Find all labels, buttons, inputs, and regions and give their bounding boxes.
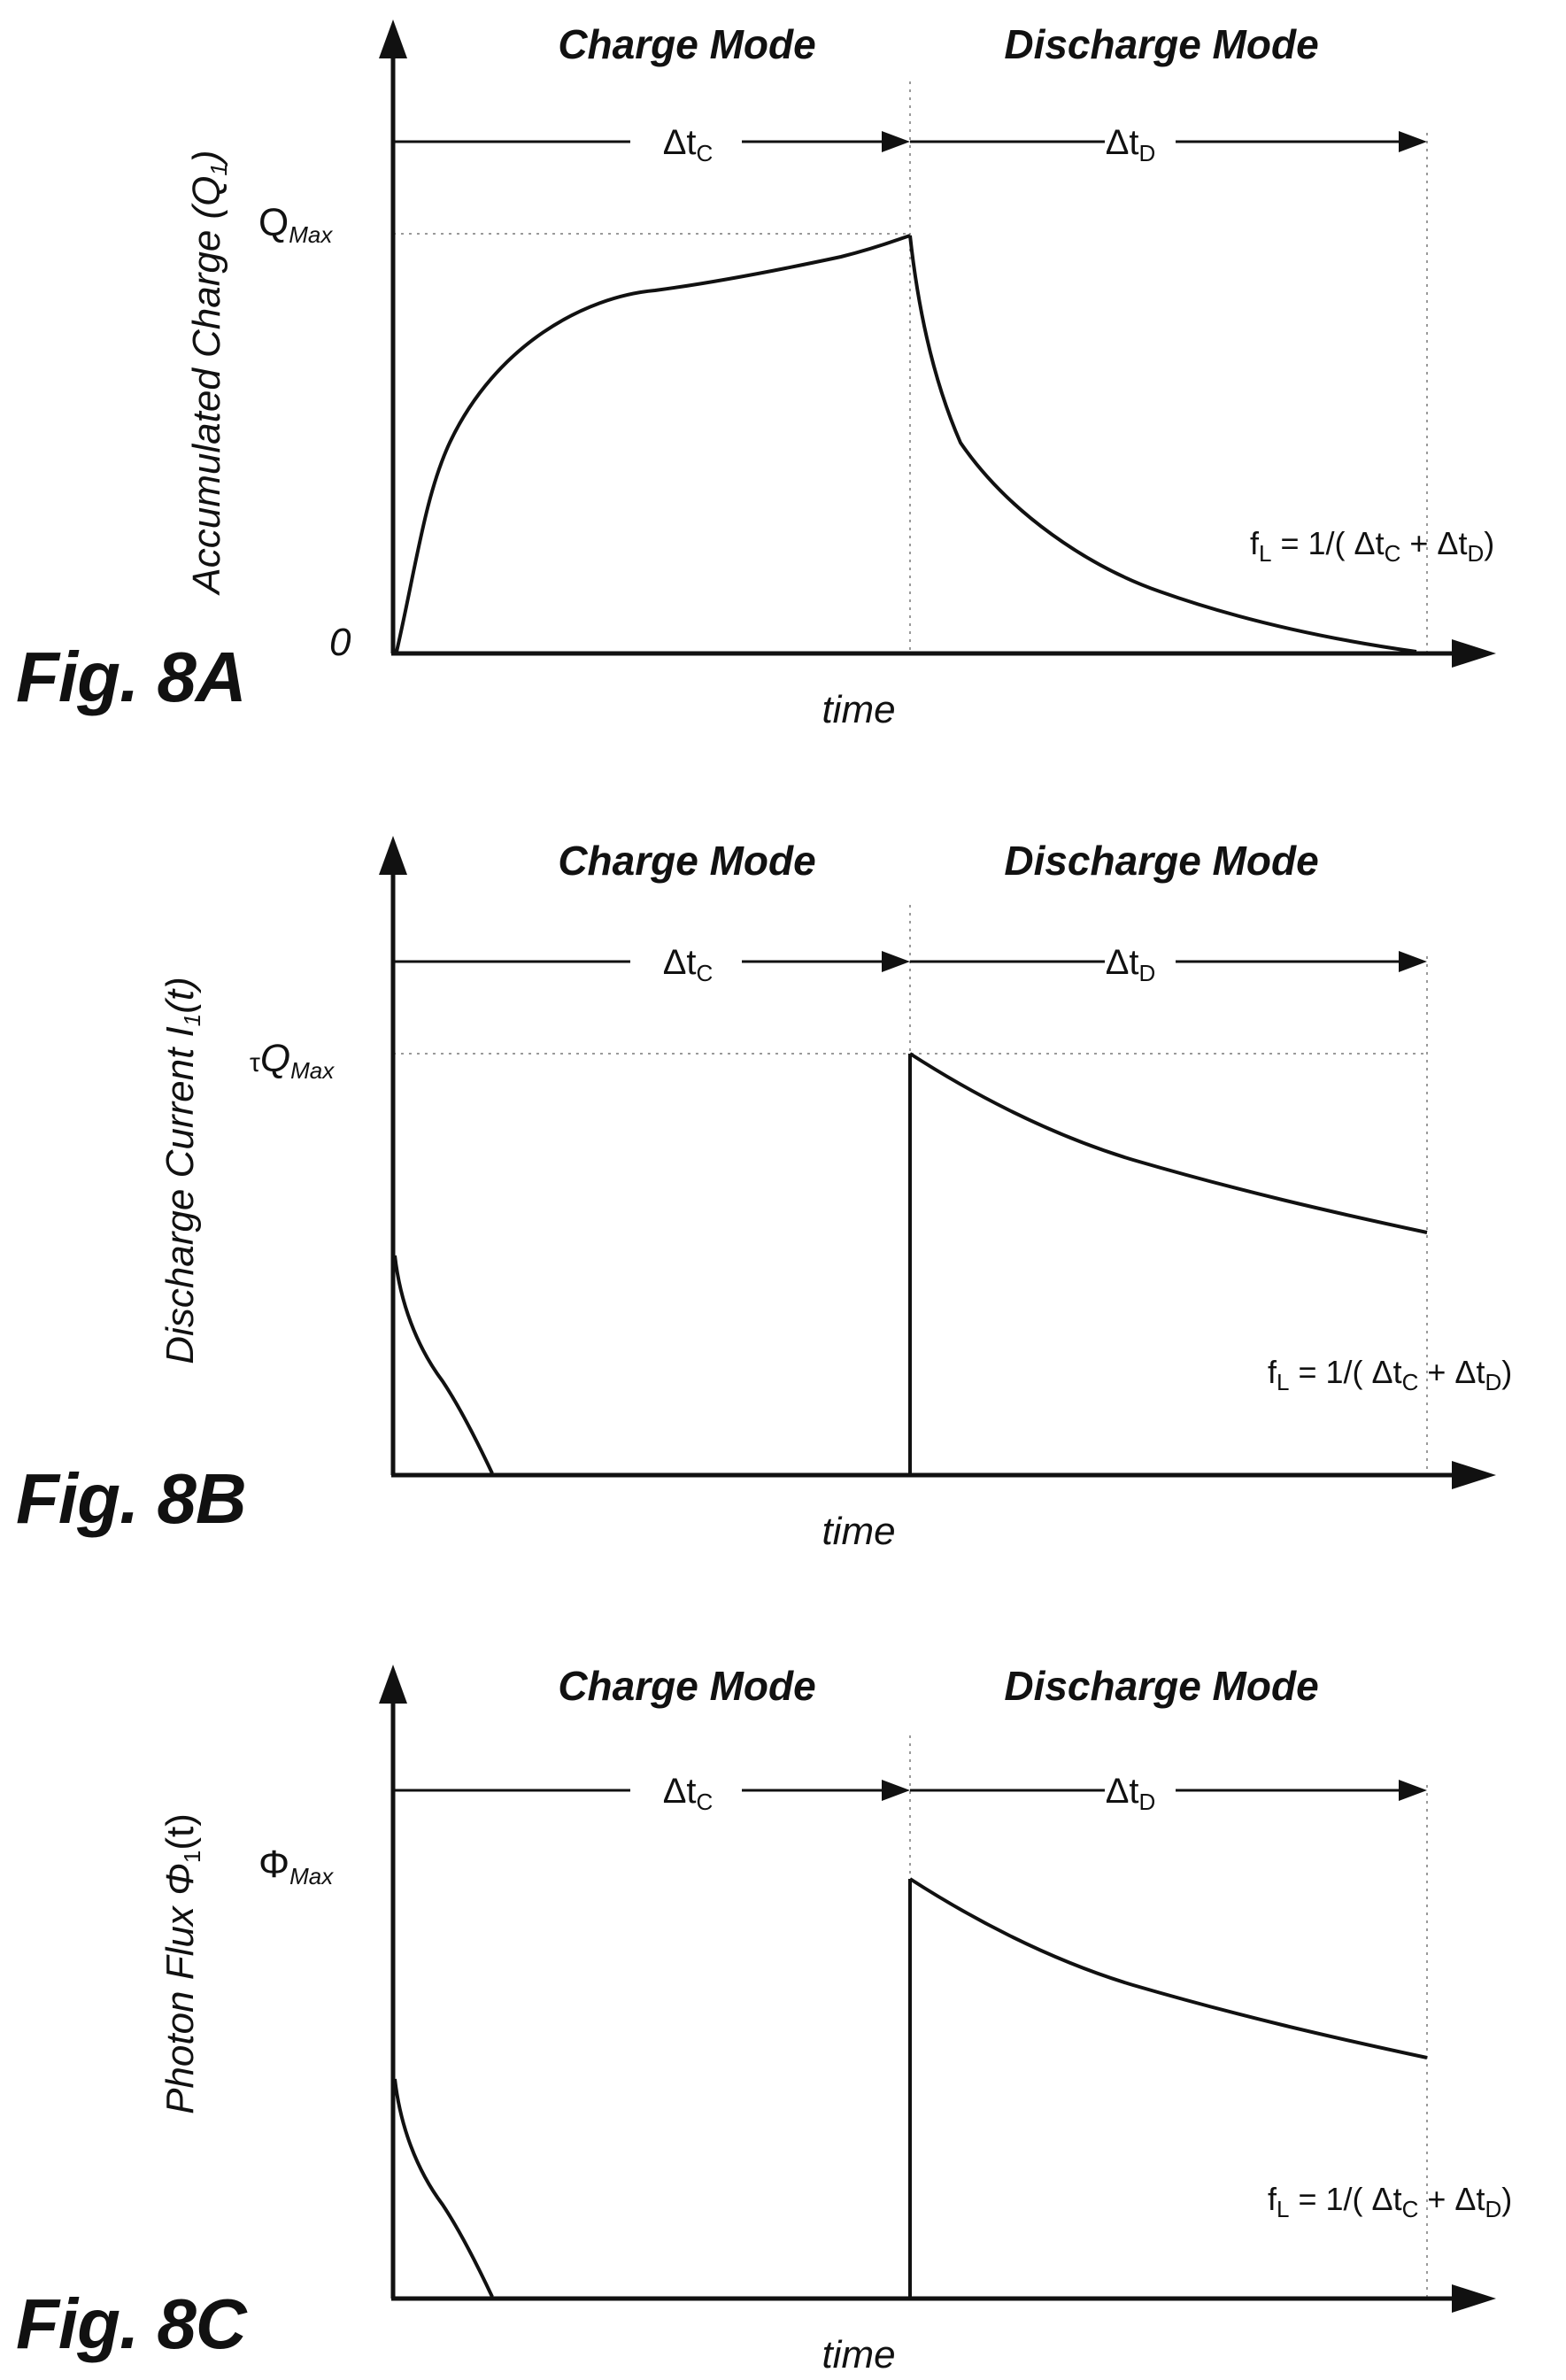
y-axis-label: Photon Flux Φ1(t) [158, 1813, 205, 2114]
discharge-curve [908, 235, 1417, 653]
frequency-formula: fL = 1/( ΔtC + ΔtD) [1268, 2181, 1512, 2222]
charge-mode-label: Charge Mode [558, 838, 815, 884]
discharge-interval-arrowhead [1399, 951, 1427, 972]
discharge-current-curve [908, 1052, 1428, 1234]
charge-interval-arrowhead [882, 1780, 910, 1801]
discharge-interval-arrowhead [1399, 1780, 1427, 1801]
discharge-mode-label: Discharge Mode [1004, 21, 1318, 67]
delta-t-discharge-label: ΔtD [1106, 1772, 1156, 1815]
y-axis-label: Accumulated Charge (Q1) [185, 150, 232, 596]
delta-t-discharge-label: ΔtD [1106, 943, 1156, 986]
discharge-interval-arrowhead [1399, 131, 1427, 152]
y-axis-arrowhead [379, 836, 407, 875]
charge-mode-label: Charge Mode [558, 1663, 815, 1709]
discharge-mode-label: Discharge Mode [1004, 1663, 1318, 1709]
panel-8a: Charge Mode Discharge Mode ΔtC ΔtD QMax … [16, 19, 1496, 731]
x-axis-arrowhead [1452, 1461, 1496, 1489]
panel-8b: Charge Mode Discharge Mode ΔtC ΔtD τQMax… [16, 836, 1512, 1553]
x-axis-arrowhead [1452, 2284, 1496, 2313]
x-axis-label: time [822, 2333, 895, 2376]
charge-mode-label: Charge Mode [558, 21, 815, 67]
x-axis-label: time [822, 688, 895, 731]
panel-8c: Charge Mode Discharge Mode ΔtC ΔtD ΦMax … [16, 1663, 1512, 2376]
x-axis-label: time [822, 1510, 895, 1553]
charge-curve [395, 234, 911, 653]
charge-flux-decay-curve [393, 2078, 494, 2298]
y-axis-arrowhead [379, 19, 407, 58]
ymax-label: τQMax [250, 1037, 335, 1084]
delta-t-charge-label: ΔtC [663, 123, 714, 166]
frequency-formula: fL = 1/( ΔtC + ΔtD) [1250, 525, 1494, 567]
charge-interval-arrowhead [882, 131, 910, 152]
figure-label: Fig. 8A [16, 638, 246, 716]
charge-current-decay-curve [393, 1255, 494, 1474]
figure-label: Fig. 8B [16, 1459, 246, 1538]
photon-flux-curve [908, 1877, 1428, 2059]
delta-t-discharge-label: ΔtD [1106, 123, 1156, 166]
frequency-formula: fL = 1/( ΔtC + ΔtD) [1268, 1354, 1512, 1395]
x-axis-arrowhead [1452, 639, 1496, 668]
y-axis-label: Discharge Current I1(t) [158, 977, 205, 1364]
figure-label: Fig. 8C [16, 2284, 248, 2363]
delta-t-charge-label: ΔtC [663, 1772, 714, 1815]
charge-interval-arrowhead [882, 951, 910, 972]
ymax-label: QMax [258, 201, 333, 248]
zero-label: 0 [329, 621, 351, 664]
discharge-mode-label: Discharge Mode [1004, 838, 1318, 884]
y-axis-arrowhead [379, 1665, 407, 1704]
ymax-label: ΦMax [258, 1843, 334, 1889]
delta-t-charge-label: ΔtC [663, 943, 714, 986]
